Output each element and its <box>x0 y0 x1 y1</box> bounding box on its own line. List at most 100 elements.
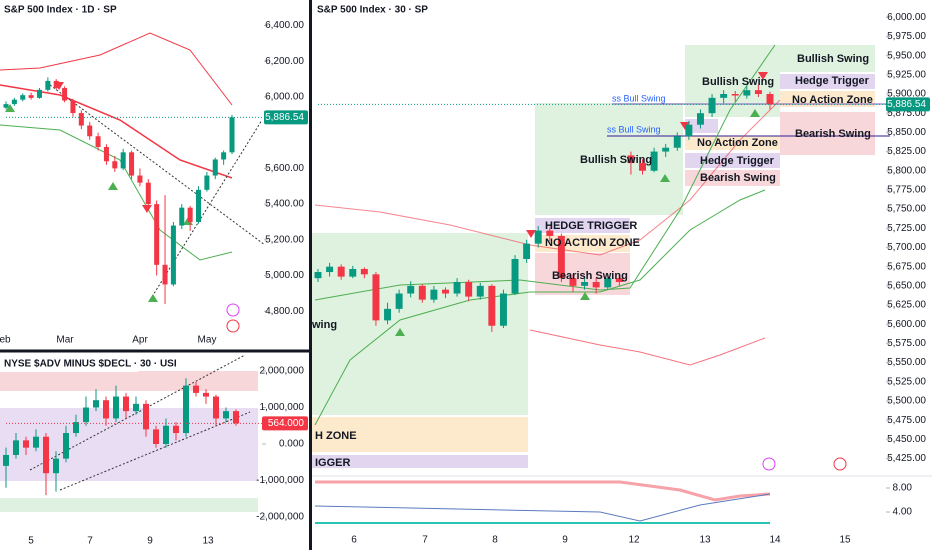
annotation: No Action Zone <box>792 94 873 106</box>
up-marker <box>750 109 760 117</box>
candle-body <box>360 268 368 275</box>
x-tick-label: 13 <box>202 536 214 547</box>
annotation: IGGER <box>315 457 351 469</box>
no-action-zone <box>780 91 875 107</box>
annotation: Hedge Trigger <box>700 155 775 167</box>
candle-body <box>112 161 118 169</box>
candle-body <box>45 80 51 90</box>
y-tick-label: 5,975.00 <box>887 31 926 42</box>
last-price-label: 5,886.54 <box>265 112 304 123</box>
candle-body <box>28 95 34 98</box>
candle-body <box>196 189 202 222</box>
candle-body <box>743 90 751 96</box>
candle-body <box>212 159 218 176</box>
candle-body <box>731 94 739 96</box>
candle-body <box>193 385 199 393</box>
y-tick-label: 5,000.00 <box>265 270 304 281</box>
last-price-tag <box>262 416 308 431</box>
candle-body <box>766 94 774 105</box>
indicator-line <box>314 493 771 522</box>
candle-body <box>523 243 531 259</box>
y-tick-label: 5,650.00 <box>887 280 926 291</box>
y-tick-label: 5,850.00 <box>887 127 926 138</box>
candle-body <box>23 440 29 448</box>
candle-body <box>95 136 101 147</box>
icon[interactable] <box>226 319 240 333</box>
bull-zone <box>535 103 683 215</box>
annotation: NO ACTION ZONE <box>545 237 640 249</box>
annotation: Bullish Swing <box>580 154 652 166</box>
lower-band <box>0 124 233 261</box>
candle-body <box>418 285 426 300</box>
annotation: Bullish Swing <box>797 53 869 65</box>
candle-body <box>78 113 84 126</box>
candle-body <box>103 146 109 162</box>
band <box>529 329 766 366</box>
candle-body <box>754 90 762 95</box>
y-tick-label: 5,825.00 <box>887 146 926 157</box>
y-tick-label: 4.00 <box>893 507 913 518</box>
x-tick-label: 12 <box>628 535 640 546</box>
last-price-label: 564.000 <box>268 418 305 429</box>
candle-body <box>133 403 139 412</box>
y-tick-label: 5,400.00 <box>265 199 304 210</box>
candle-body <box>395 293 403 309</box>
candle-body <box>465 282 473 297</box>
y-tick-label: 5,700.00 <box>887 242 926 253</box>
y-tick-label: 5,750.00 <box>887 204 926 215</box>
bands <box>0 32 781 524</box>
candle-body <box>179 207 185 226</box>
annotation: Bearish Swing <box>700 172 776 184</box>
candle-body <box>581 282 589 286</box>
x-tick-label: 13 <box>699 535 711 546</box>
x-tick-label: 15 <box>839 535 851 546</box>
candle-body <box>546 230 554 236</box>
candle-body <box>13 440 19 455</box>
down-marker <box>526 230 536 238</box>
title-bg <box>0 356 138 372</box>
candle-body <box>63 433 69 459</box>
y-tick-label: 5,725.00 <box>887 223 926 234</box>
no-action-zone <box>312 417 528 452</box>
candle-body <box>557 235 565 279</box>
annotation: H ZONE <box>315 430 357 442</box>
y-tick-label: 5,950.00 <box>887 50 926 61</box>
chart-title: S&P 500 Index · 1D · SP <box>4 5 117 16</box>
y-tick-label: 5,550.00 <box>887 357 926 368</box>
chart-title: NYSE $ADV MINUS $DECL · 30 · USI <box>4 359 177 370</box>
lower-band <box>314 189 766 426</box>
x-tick-label: Apr <box>132 335 148 346</box>
candle-body <box>83 407 89 423</box>
up-marker <box>5 104 15 112</box>
icon[interactable] <box>833 457 847 471</box>
markers <box>5 72 847 471</box>
y-tick-label: 6,000.00 <box>265 92 304 103</box>
bull-zone <box>312 233 528 415</box>
candle-body <box>53 458 59 474</box>
icon[interactable] <box>762 457 776 471</box>
x-tick-label: 5 <box>28 536 34 547</box>
candle-body <box>639 163 646 171</box>
y-tick-label: 5,450.00 <box>887 434 926 445</box>
upper-band <box>0 32 233 106</box>
indicator-line <box>315 480 771 502</box>
candle-body <box>453 282 461 294</box>
bear-zone <box>780 112 875 155</box>
icon[interactable] <box>226 303 240 317</box>
candle-body <box>183 385 189 434</box>
title-bg <box>0 2 120 18</box>
up-marker <box>108 182 118 190</box>
y-tick-label: 6,000.00 <box>887 12 926 23</box>
y-tick-label: 5,875.00 <box>887 108 926 119</box>
x-tick-label: eb <box>0 335 11 346</box>
candle-body <box>476 285 484 297</box>
annotation: Bearish Swing <box>795 128 871 140</box>
annotation: Hedge Trigger <box>795 75 870 87</box>
candle-body <box>162 264 168 285</box>
trend-line <box>49 84 266 246</box>
down-marker <box>142 205 152 213</box>
hedge-zone <box>535 218 630 233</box>
down-marker <box>758 72 768 80</box>
y-tick-label: 8.00 <box>893 483 913 494</box>
annotation: HEDGE TRIGGER <box>545 220 637 232</box>
